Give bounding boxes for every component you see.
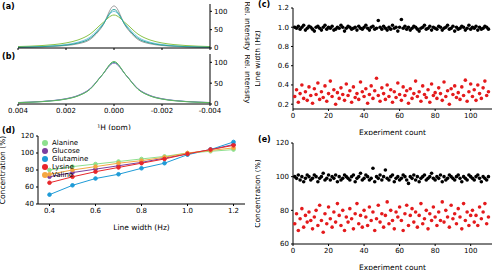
svg-text:40: 40 — [25, 200, 34, 208]
svg-text:20: 20 — [324, 112, 333, 120]
html-text:Glucose: Glucose — [52, 147, 80, 155]
svg-text:Rel. intensity: Rel. intensity — [243, 55, 250, 104]
html-text:(e): (e) — [258, 135, 271, 144]
svg-text:Experiment count: Experiment count — [359, 128, 426, 135]
html-text:(c): (c) — [258, 0, 271, 9]
html-text:(a): (a) — [2, 2, 15, 11]
html-text:Valine: Valine — [52, 171, 74, 179]
svg-text:-0.004: -0.004 — [198, 107, 222, 115]
svg-text:Rel. intensity: Rel. intensity — [243, 2, 250, 51]
svg-text:0.8: 0.8 — [136, 207, 147, 215]
svg-text:80: 80 — [431, 247, 440, 255]
svg-text:1.2: 1.2 — [278, 4, 289, 12]
svg-text:0.2: 0.2 — [278, 101, 289, 109]
svg-text:60: 60 — [395, 247, 404, 255]
svg-text:-0.002: -0.002 — [151, 107, 174, 115]
svg-text:50: 50 — [214, 80, 223, 88]
svg-text:0.6: 0.6 — [278, 62, 290, 70]
html-text:Alanine: Alanine — [52, 139, 79, 147]
svg-text:80: 80 — [25, 166, 34, 174]
svg-text:100: 100 — [464, 247, 477, 255]
html-text:(d): (d) — [2, 126, 15, 135]
svg-text:¹H (ppm): ¹H (ppm) — [97, 123, 131, 130]
svg-text:Line width (Hz): Line width (Hz) — [255, 30, 262, 87]
svg-text:100: 100 — [21, 149, 34, 157]
svg-text:120: 120 — [276, 139, 289, 147]
svg-text:Experiment count: Experiment count — [359, 263, 426, 270]
svg-text:50: 50 — [214, 26, 223, 34]
svg-text:0.4: 0.4 — [278, 81, 290, 89]
svg-text:1.2: 1.2 — [228, 207, 239, 215]
svg-text:0.000: 0.000 — [104, 107, 124, 115]
svg-text:Concentration (%): Concentration (%) — [255, 159, 262, 227]
svg-text:120: 120 — [21, 132, 34, 140]
svg-text:60: 60 — [395, 112, 404, 120]
svg-text:0.8: 0.8 — [278, 43, 289, 51]
svg-text:100: 100 — [214, 59, 227, 67]
svg-text:100: 100 — [214, 8, 227, 16]
html-text:Lysine: Lysine — [52, 163, 74, 171]
svg-text:100: 100 — [464, 112, 477, 120]
html-text:(b): (b) — [2, 52, 15, 61]
svg-text:80: 80 — [280, 207, 289, 215]
svg-text:80: 80 — [431, 112, 440, 120]
svg-text:Line width (Hz): Line width (Hz) — [113, 223, 170, 232]
svg-text:20: 20 — [324, 247, 333, 255]
svg-text:1.0: 1.0 — [278, 24, 289, 32]
svg-text:0: 0 — [291, 247, 295, 255]
svg-text:0.004: 0.004 — [8, 107, 29, 115]
svg-text:0: 0 — [214, 44, 218, 52]
svg-text:0.6: 0.6 — [90, 207, 102, 215]
svg-text:0.4: 0.4 — [44, 207, 56, 215]
html-text:Glutamine: Glutamine — [52, 155, 89, 163]
svg-text:100: 100 — [276, 173, 289, 181]
svg-text:40: 40 — [360, 112, 369, 120]
svg-text:40: 40 — [360, 247, 369, 255]
svg-text:0.002: 0.002 — [56, 107, 76, 115]
svg-text:1.0: 1.0 — [182, 207, 193, 215]
svg-text:60: 60 — [280, 240, 289, 248]
svg-text:60: 60 — [25, 183, 34, 191]
svg-text:0: 0 — [291, 112, 295, 120]
svg-text:0: 0 — [214, 100, 218, 108]
